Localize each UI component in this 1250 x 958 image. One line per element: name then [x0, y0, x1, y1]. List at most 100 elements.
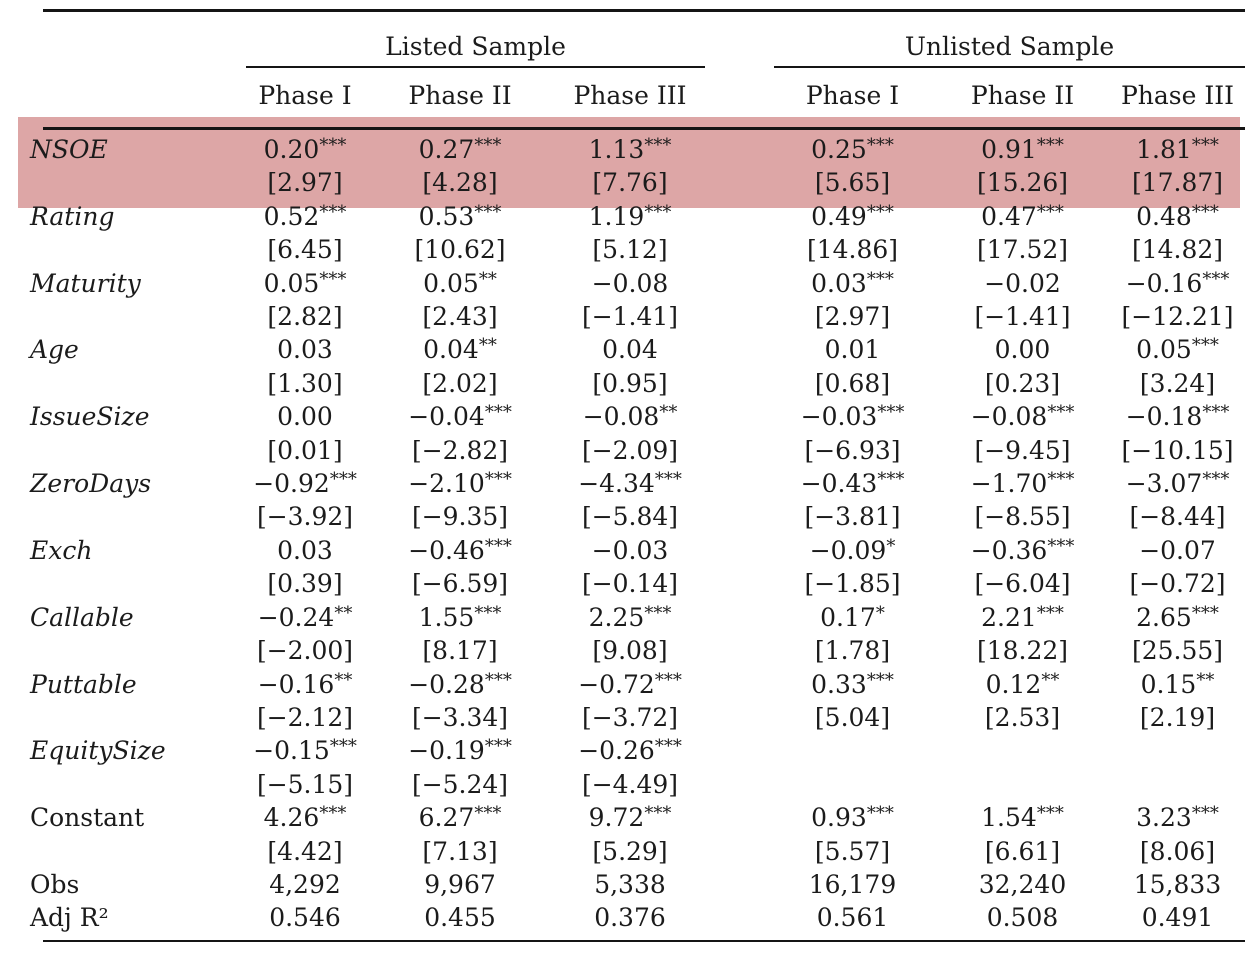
coef-cell: 1.19*** — [588, 201, 672, 231]
significance-stars: *** — [1202, 402, 1230, 424]
significance-stars: *** — [644, 201, 672, 223]
tstat-cell: [3.24] — [1139, 368, 1216, 398]
row-label: Age — [30, 335, 79, 365]
table-row: [2.97] [4.28] [7.76] [5.65] [15.26] [17.87] — [30, 166, 1245, 199]
tstat-cell: [−5.24] — [411, 769, 509, 799]
row-label: Exch — [30, 535, 93, 565]
tstat-cell: [5.57] — [814, 836, 891, 866]
column-header-unlisted-phase1: Phase I — [805, 81, 900, 110]
coef-cell — [770, 734, 935, 770]
group-gap — [715, 300, 770, 333]
coef-cell: −3.07*** — [1125, 469, 1230, 499]
row-label — [30, 300, 235, 333]
tstat-cell: [15.26] — [976, 168, 1069, 198]
tstat-cell: [14.82] — [1131, 235, 1224, 265]
group-gap — [715, 668, 770, 704]
coef-cell: −0.16** — [257, 669, 353, 699]
row-label — [30, 233, 235, 266]
tstat-cell: [−0.72] — [1129, 569, 1226, 599]
significance-stars: *** — [484, 402, 512, 424]
tstat-cell: [2.53] — [984, 702, 1061, 732]
tstat-cell: [6.61] — [984, 836, 1061, 866]
tstat-cell: [−5.15] — [256, 769, 354, 799]
significance-stars: ** — [334, 602, 353, 624]
tstat-cell: [−6.59] — [411, 569, 509, 599]
coef-cell: 3.23*** — [1136, 803, 1219, 833]
table-row: [4.42] [7.13] [5.29] [5.57] [6.61] [8.06] — [30, 835, 1245, 868]
column-header-spacer — [30, 79, 235, 113]
group-gap — [715, 400, 770, 436]
coef-cell: 0.05*** — [1136, 335, 1219, 365]
table-row: Age 0.03 0.04** 0.04 0.01 0.00 0.05*** — [30, 333, 1245, 366]
coef-cell: 9.72*** — [588, 803, 672, 833]
coef-cell: 0.25*** — [811, 135, 894, 164]
single-cell: 0.561 — [816, 903, 889, 933]
tstat-cell: [0.39] — [267, 569, 343, 599]
header-separator-rule — [43, 127, 1245, 130]
table-row: [0.39] [−6.59] [−0.14] [−1.85] [−6.04] [−0.72… — [30, 567, 1245, 600]
significance-stars: *** — [474, 602, 502, 624]
significance-stars: *** — [1036, 201, 1064, 223]
tstat-cell — [935, 768, 1110, 801]
coef-cell: −0.24** — [257, 602, 353, 632]
significance-stars: *** — [484, 469, 512, 491]
coef-cell: −2.10*** — [408, 469, 512, 499]
table-row: NSOE 0.20*** 0.27*** 1.13*** 0.25*** 0.91*** 1… — [30, 133, 1245, 166]
tstat-cell: [−8.44] — [1129, 502, 1226, 532]
coef-cell: −0.72*** — [578, 669, 682, 699]
tstat-cell: [18.22] — [976, 636, 1069, 666]
significance-stars: *** — [866, 201, 894, 223]
significance-stars: *** — [1191, 201, 1219, 223]
row-label — [30, 367, 235, 400]
single-cell: 4,292 — [269, 869, 341, 899]
table-row: IssueSize 0.00 −0.04*** −0.08** −0.03*** −0.0… — [30, 400, 1245, 433]
significance-stars: *** — [1036, 602, 1064, 624]
row-label: Obs — [30, 869, 80, 899]
coef-cell: 0.03 — [277, 335, 333, 365]
significance-stars: * — [886, 535, 896, 557]
coef-cell: 1.55*** — [418, 602, 502, 632]
tstat-cell: [7.76] — [592, 168, 668, 198]
single-cell: 9,967 — [424, 869, 496, 899]
row-label — [30, 835, 235, 868]
group-header-unlisted: Unlisted Sample — [904, 32, 1115, 61]
coef-cell: 1.54*** — [981, 803, 1064, 833]
group-gap — [715, 734, 770, 770]
table-row: [−5.15] [−5.24] [−4.49] — [30, 768, 1245, 801]
coef-cell: 0.49*** — [811, 201, 894, 231]
tstat-cell: [−2.82] — [411, 435, 509, 465]
column-header-row: Phase I Phase II Phase III Phase I Phase… — [30, 79, 1245, 113]
row-label: NSOE — [30, 135, 108, 164]
row-label — [30, 634, 235, 667]
single-cell: 0.508 — [986, 903, 1059, 933]
significance-stars: *** — [484, 669, 512, 691]
significance-stars: *** — [877, 402, 905, 424]
table-row: Maturity 0.05*** 0.05** −0.08 0.03*** −0.02 −0… — [30, 267, 1245, 300]
table-row: Rating 0.52*** 0.53*** 1.19*** 0.49*** 0.47**… — [30, 200, 1245, 233]
row-label: Puttable — [30, 669, 137, 699]
group-gap — [715, 333, 770, 369]
significance-stars: *** — [1036, 135, 1064, 156]
tstat-cell: [−10.15] — [1121, 435, 1234, 465]
significance-stars: *** — [329, 736, 357, 758]
coef-cell — [935, 734, 1110, 770]
single-cell: 5,338 — [594, 869, 666, 899]
significance-stars: *** — [644, 602, 672, 624]
bottom-rule — [43, 940, 1245, 942]
significance-stars: ** — [1041, 669, 1060, 691]
significance-stars: *** — [1047, 535, 1075, 557]
column-header-gap — [715, 79, 770, 113]
tstat-cell: [10.62] — [414, 235, 506, 265]
tstat-cell: [8.17] — [422, 636, 498, 666]
significance-stars: ** — [334, 669, 353, 691]
row-label: Callable — [30, 602, 134, 632]
table-row: Puttable −0.16** −0.28*** −0.72*** 0.33*** 0.… — [30, 668, 1245, 701]
coef-cell: 0.47*** — [981, 201, 1064, 231]
coef-cell: 6.27*** — [418, 803, 502, 833]
significance-stars: *** — [877, 469, 905, 491]
tstat-cell: [−2.00] — [256, 636, 354, 666]
group-gap — [715, 467, 770, 503]
coef-cell: 0.03*** — [811, 268, 894, 298]
table-row: Exch 0.03 −0.46*** −0.03 −0.09* −0.36*** −0.07 — [30, 534, 1245, 567]
